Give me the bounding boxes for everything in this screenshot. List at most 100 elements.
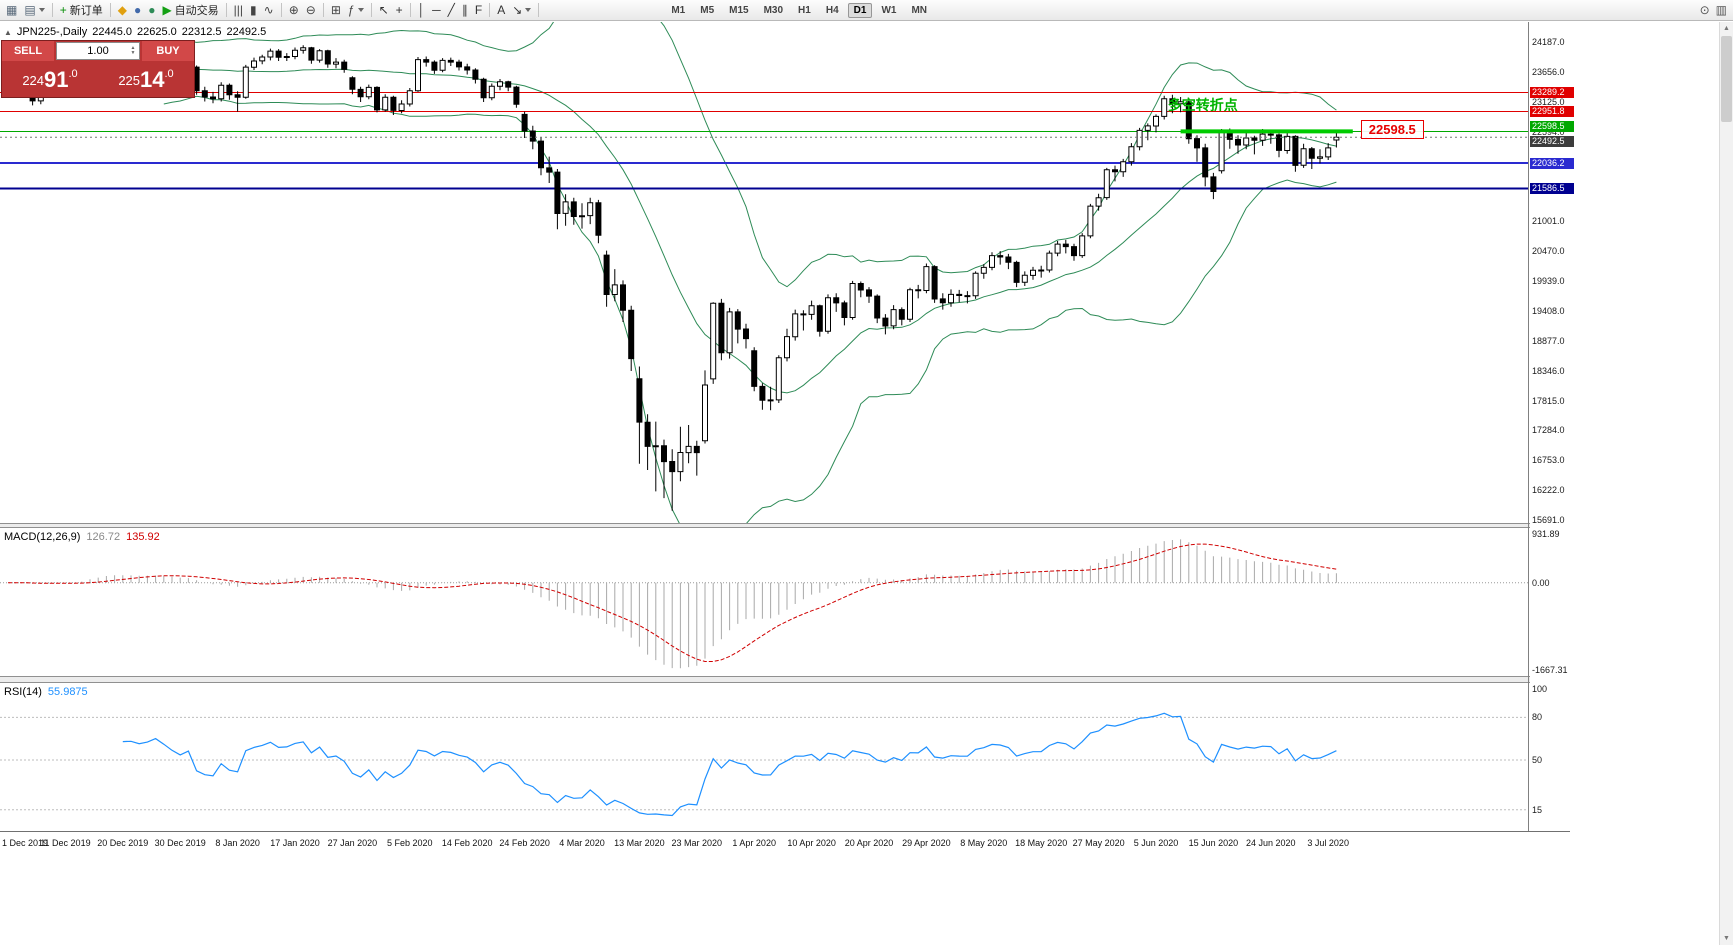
price-axis-label: 17815.0 — [1532, 395, 1565, 406]
timeframe-h4[interactable]: H4 — [825, 4, 839, 16]
rsi-name: RSI(14) — [4, 686, 42, 698]
toolbar-button-candlestick-mode[interactable]: ▮ — [247, 2, 260, 19]
volume-spinner[interactable]: ▲ ▼ — [128, 43, 138, 59]
spinner-down-icon[interactable]: ▼ — [130, 50, 136, 56]
scrollbar-down-button[interactable]: ▼ — [1723, 935, 1730, 942]
toolbar-button-chart-profiles[interactable]: ▤ — [21, 2, 47, 19]
timeframe-m30[interactable]: M30 — [763, 4, 784, 16]
metaeditor-icon: ◆ — [117, 2, 127, 17]
date-label: 8 May 2020 — [960, 838, 1008, 848]
toolbar-button-tile-windows[interactable]: ⊞ — [328, 2, 344, 19]
scrollbar-thumb[interactable] — [1721, 36, 1732, 122]
timeframe-h1[interactable]: H1 — [798, 4, 811, 16]
date-label: 8 Jan 2020 — [215, 838, 260, 848]
timeframe-m15[interactable]: M15 — [729, 4, 749, 16]
date-label: 29 Apr 2020 — [902, 838, 951, 848]
date-label: 23 Mar 2020 — [671, 838, 723, 848]
bar-chart-mode-icon: ||| — [233, 2, 244, 17]
fibonacci-tool-icon: F — [474, 2, 483, 17]
spinner-up-icon[interactable]: ▲ — [130, 45, 136, 51]
date-label: 27 May 2020 — [1072, 838, 1125, 848]
ohlc-low: 22312.5 — [181, 26, 222, 38]
timeframe-m1[interactable]: M1 — [671, 4, 686, 16]
toolbar-button-bar-chart-mode[interactable]: ||| — [231, 2, 246, 19]
macd-panel[interactable]: MACD(12,26,9) 126.72 135.92 — [0, 528, 1528, 676]
new-order-icon: + — [59, 2, 67, 17]
price-axis-label: 23125.0 — [1532, 96, 1565, 107]
toolbar-button-new-order[interactable]: + 新订单 — [57, 2, 106, 19]
toolbar-button-arrows-tool[interactable]: ↘ — [509, 2, 534, 19]
rsi-line — [122, 712, 1337, 817]
price-axis-label: 20470.0 — [1532, 246, 1565, 257]
date-label: 20 Apr 2020 — [844, 838, 894, 848]
toolbar-button-fibonacci-tool[interactable]: F — [472, 2, 485, 19]
price-axis-label: 23656.0 — [1532, 66, 1565, 77]
price-axis-label: 15691.0 — [1532, 515, 1565, 525]
toolbar-button-channel-tool[interactable]: ∥ — [459, 2, 471, 19]
date-label: 5 Jun 2020 — [1133, 838, 1179, 848]
chart-profiles-icon: ▤ — [24, 2, 36, 17]
toolbar-button-search[interactable]: ⊙ — [1697, 2, 1713, 19]
pivot-annotation[interactable]: 多空转折点 — [1167, 97, 1238, 113]
toolbar-button-market-watch[interactable]: ● — [131, 2, 144, 19]
panel-separator[interactable] — [0, 523, 1570, 528]
pivot-price-callout[interactable]: 22598.5 — [1360, 120, 1424, 140]
date-label: 17 Jan 2020 — [270, 838, 320, 848]
volume-input[interactable]: 1.00 ▲ ▼ — [56, 42, 140, 60]
toolbar-separator — [109, 3, 111, 17]
toolbar-button-crosshair-tool[interactable]: + — [393, 2, 406, 19]
timeframe-mn[interactable]: MN — [911, 4, 927, 16]
toolbar-button-zoom-in[interactable]: ⊕ — [286, 2, 302, 19]
current-price-label: 22492.5 — [1530, 136, 1574, 148]
toolbar-button-indicators-list[interactable]: ƒ — [345, 2, 367, 19]
toolbar-button-text-tool[interactable]: A — [494, 2, 508, 19]
timeframe-w1[interactable]: W1 — [881, 4, 897, 16]
new-order-label: 新订单 — [69, 5, 103, 17]
hline-price-label: 23289.2 — [1530, 87, 1574, 98]
zoom-in-icon: ⊕ — [288, 2, 299, 17]
toolbar-button-line-chart-mode[interactable]: ∿ — [261, 2, 277, 19]
price-chart-panel[interactable]: ▲ JPN225-,Daily 22445.0 22625.0 22312.5 22492… — [0, 22, 1528, 523]
toolbar-button-vertical-line-tool[interactable]: │ — [415, 2, 429, 19]
horizontal-line-tool-icon: ─ — [432, 2, 441, 17]
indicators-list-caret-icon — [357, 8, 364, 12]
toolbar-button-strategy-tester[interactable]: ● — [145, 2, 158, 19]
date-label: 30 Dec 2019 — [154, 838, 206, 848]
sell-button[interactable]: SELL — [2, 41, 54, 61]
date-label: 4 Mar 2020 — [559, 838, 605, 848]
toolbar-button-cursor-tool[interactable]: ↖ — [376, 2, 392, 19]
macd-value: 126.72 — [86, 531, 121, 543]
toolbar-button-new-chart[interactable]: ▦ — [3, 2, 20, 19]
sell-price-label[interactable]: 224 91.0 — [22, 67, 78, 92]
date-label: 3 Jul 2020 — [1307, 838, 1349, 848]
timeframe-m5[interactable]: M5 — [700, 4, 715, 16]
date-label: 14 Feb 2020 — [441, 838, 493, 848]
toolbar-separator — [225, 3, 227, 17]
chart-profiles-caret-icon — [38, 8, 45, 12]
date-label: 11 Dec 2019 — [40, 838, 91, 848]
volume-value: 1.00 — [87, 45, 109, 57]
toolbar-separator — [51, 3, 53, 17]
toolbar-button-layout-panels[interactable]: ▥ — [1713, 2, 1730, 19]
symbol-name: JPN225-,Daily — [16, 26, 88, 38]
toolbar-button-horizontal-line-tool[interactable]: ─ — [429, 2, 444, 19]
one-click-collapse-icon[interactable]: ▲ — [4, 28, 12, 37]
layout-panels-icon: ▥ — [1715, 2, 1727, 17]
toolbar-button-autotrading[interactable]: ▶ 自动交易 — [159, 2, 221, 19]
buy-price-label[interactable]: 225 14.0 — [118, 67, 174, 92]
rsi-panel[interactable]: RSI(14) 55.9875 — [0, 683, 1528, 831]
panel-separator[interactable] — [0, 676, 1570, 683]
time-axis[interactable]: 1 Dec 2019 11 Dec 2019 20 Dec 2019 30 Dec 2… — [0, 831, 1570, 858]
macd-signal-line — [7, 543, 1337, 662]
scrollbar[interactable]: ▲ ▼ — [1719, 22, 1733, 945]
buy-button[interactable]: BUY — [142, 41, 194, 61]
candle-wicks — [7, 45, 1337, 511]
date-label: 1 Apr 2020 — [732, 838, 776, 848]
price-axis[interactable]: 24187.023656.023125.022594.022063.021532… — [1530, 22, 1574, 831]
timeframe-d1[interactable]: D1 — [847, 2, 873, 18]
scrollbar-up-button[interactable]: ▲ — [1723, 25, 1730, 32]
toolbar-button-metaeditor[interactable]: ◆ — [115, 2, 130, 19]
price-axis-label: 16222.0 — [1532, 485, 1565, 496]
toolbar-button-trendline-tool[interactable]: ╱ — [445, 2, 458, 19]
toolbar-button-zoom-out[interactable]: ⊖ — [303, 2, 319, 19]
